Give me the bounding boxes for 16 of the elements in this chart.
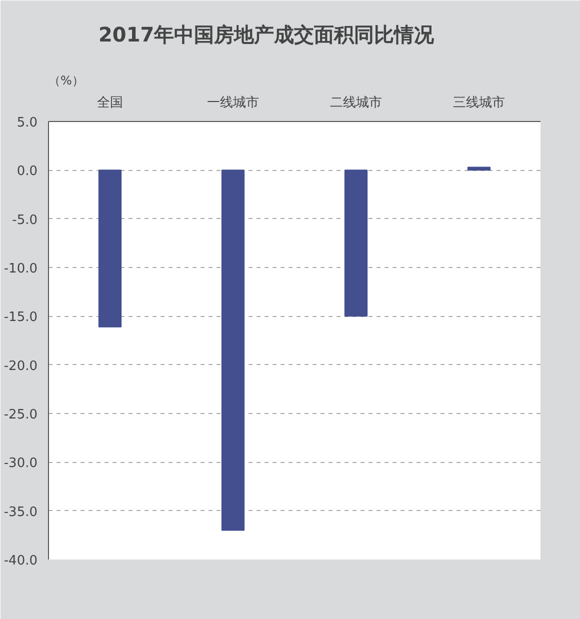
chart-title: 2017年中国房地产成交面积同比情况: [98, 22, 436, 46]
y-tick-label: -40.0: [4, 554, 38, 568]
y-tick-label: -15.0: [4, 310, 38, 326]
y-tick-label: 0.0: [16, 164, 38, 180]
y-tick-label: -5.0: [12, 212, 38, 228]
x-tick-label: 一线城市: [207, 96, 259, 110]
x-tick-label: 二线城市: [330, 96, 382, 110]
y-tick-label: -30.0: [4, 456, 38, 472]
y-tick-label: -25.0: [4, 408, 38, 422]
x-tick-label: 三线城市: [453, 96, 505, 110]
y-tick-label: -10.0: [4, 262, 38, 276]
y-axis-title: （%）: [48, 74, 84, 88]
y-tick-label: 5.0: [16, 116, 38, 130]
x-tick-label: 全国: [97, 96, 123, 110]
y-tick-label: -20.0: [4, 358, 38, 374]
y-tick-label: -35.0: [4, 504, 38, 520]
